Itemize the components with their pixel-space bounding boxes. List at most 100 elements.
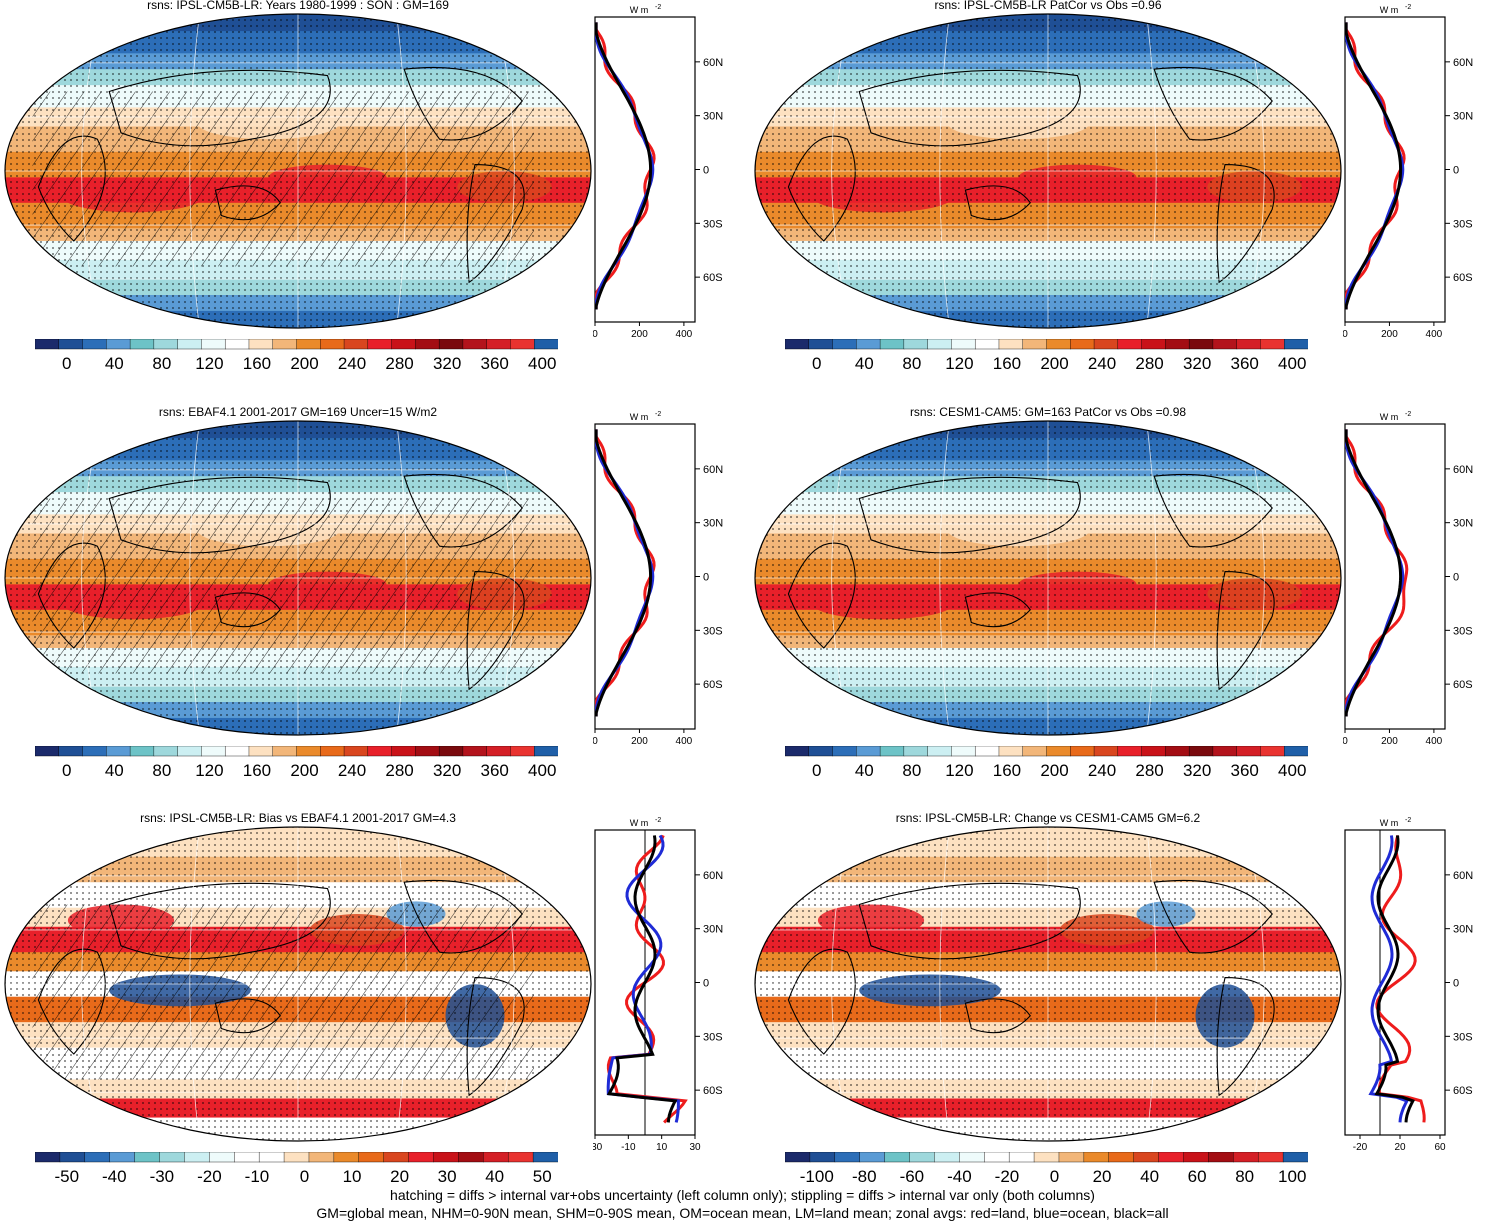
- zonal-lat-label: 60N: [1453, 57, 1473, 69]
- colorbar-tick-label: 320: [1183, 761, 1211, 780]
- colorbar-swatch: [934, 1152, 960, 1163]
- colorbar-swatch: [486, 746, 511, 757]
- colorbar-swatch: [59, 1152, 86, 1163]
- panel-p1: rsns: IPSL-CM5B-LR: Years 1980-1999 : SO…: [0, 0, 735, 380]
- colorbar-tick-label: 0: [62, 761, 71, 780]
- colorbar-swatch: [903, 339, 929, 350]
- colorbar-swatch: [134, 1152, 161, 1163]
- zonal-line-ocean: [606, 834, 680, 1123]
- colorbar-tick-label: 20: [1093, 1167, 1112, 1186]
- colorbar-swatch: [1033, 1152, 1060, 1163]
- zonal-lat-label: 30S: [1453, 625, 1473, 637]
- zonal-lat-label: 0: [703, 978, 709, 990]
- colorbar-swatch: [856, 746, 881, 757]
- colorbar-swatch: [1284, 746, 1308, 757]
- colorbar-tick-label: 240: [338, 354, 366, 373]
- colorbar-swatch: [534, 339, 558, 350]
- colorbar-swatch: [785, 746, 810, 757]
- zonal-lat-label: 30N: [1453, 924, 1473, 936]
- colorbar-swatch: [1260, 746, 1285, 757]
- colorbar-swatch: [1282, 1152, 1308, 1163]
- colorbar-swatch: [532, 1152, 558, 1163]
- colorbar-swatch: [974, 746, 1000, 757]
- colorbar-swatch: [856, 339, 881, 350]
- colorbar-swatch: [998, 746, 1024, 757]
- colorbar-tick-label: 240: [1088, 761, 1116, 780]
- zonal-lat-label: 60S: [703, 272, 723, 284]
- zonal-lat-label: 0: [1453, 165, 1459, 177]
- zonal-unit-exponent: -2: [655, 4, 661, 11]
- panel-p6: rsns: IPSL-CM5B-LR: Change vs CESM1-CAM5…: [750, 811, 1485, 1193]
- colorbar-tick-label: 80: [902, 761, 921, 780]
- colorbar: 0 40 80 120 160 200 240 280 320 360 400: [35, 339, 558, 373]
- colorbar-swatch: [106, 746, 131, 757]
- colorbar-tick-label: 360: [1230, 354, 1258, 373]
- colorbar-swatch: [832, 339, 857, 350]
- colorbar-swatch: [458, 1152, 484, 1163]
- colorbar-swatch: [507, 1152, 534, 1163]
- colorbar-tick-label: 80: [152, 354, 171, 373]
- colorbar-swatch: [832, 746, 857, 757]
- colorbar-tick-label: 240: [338, 761, 366, 780]
- zonal-x-tick-label: 0: [1343, 736, 1348, 745]
- zonal-x-tick-label: 0: [593, 736, 598, 745]
- map-border: [754, 420, 1342, 736]
- zonal-line-all: [595, 429, 653, 717]
- colorbar-swatch: [367, 746, 393, 757]
- colorbar-swatch: [1117, 339, 1143, 350]
- colorbar-swatch: [234, 1152, 260, 1163]
- zonal-line-all: [606, 835, 678, 1123]
- colorbar-swatch: [1188, 339, 1214, 350]
- colorbar-tick-label: 160: [993, 354, 1021, 373]
- colorbar-swatch: [903, 746, 929, 757]
- colorbar-tick-label: 400: [1278, 761, 1306, 780]
- colorbar-swatch: [1212, 746, 1238, 757]
- colorbar-swatch: [320, 746, 345, 757]
- map-plot: [4, 420, 592, 736]
- colorbar-tick-label: -50: [54, 1167, 79, 1186]
- zonal-line-all: [1345, 429, 1403, 717]
- zonal-x-tick-label: 400: [1426, 329, 1443, 338]
- colorbar-swatch: [333, 1152, 360, 1163]
- colorbar-swatch: [785, 1152, 811, 1163]
- colorbar-swatch: [415, 746, 440, 757]
- colorbar-swatch: [1141, 339, 1166, 350]
- zonal-x-tick-label: 400: [1426, 736, 1443, 745]
- colorbar-tick-label: 40: [485, 1167, 504, 1186]
- zonal-lat-label: 30S: [1453, 1031, 1473, 1043]
- colorbar-swatch: [462, 339, 488, 350]
- map-border: [754, 13, 1342, 329]
- zonal-lat-label: 30S: [1453, 218, 1473, 230]
- map-border: [4, 13, 592, 329]
- zonal-x-tick-label: 0: [593, 329, 598, 338]
- zonal-x-tick-label: 400: [676, 736, 693, 745]
- zonal-mean-plot: W m -2 60N 30N 0 30S 60S 0 200 400: [593, 411, 723, 745]
- colorbar-tick-label: 120: [945, 761, 973, 780]
- colorbar-tick-label: -20: [197, 1167, 222, 1186]
- zonal-lat-label: 30S: [703, 218, 723, 230]
- zonal-lat-label: 0: [703, 572, 709, 584]
- colorbar-tick-label: 20: [390, 1167, 409, 1186]
- colorbar-swatch: [415, 339, 440, 350]
- zonal-lat-label: 60S: [1453, 1085, 1473, 1097]
- zonal-lat-label: 60N: [703, 464, 723, 476]
- panel-p5: rsns: IPSL-CM5B-LR: Bias vs EBAF4.1 2001…: [0, 811, 735, 1193]
- colorbar-tick-label: 360: [1230, 761, 1258, 780]
- map-field: [5, 827, 591, 1141]
- colorbar-swatch: [358, 1152, 385, 1163]
- zonal-line-land: [595, 22, 656, 310]
- colorbar-swatch: [383, 1152, 410, 1163]
- colorbar-tick-label: 40: [855, 354, 874, 373]
- colorbar-tick-label: 0: [1050, 1167, 1059, 1186]
- zonal-unit-exponent: -2: [1405, 817, 1411, 824]
- panel-title: rsns: EBAF4.1 2001-2017 GM=169 Uncer=15 …: [158, 405, 438, 419]
- colorbar-tick-label: 200: [290, 761, 318, 780]
- zonal-x-tick-label: 200: [1381, 329, 1398, 338]
- hatching-overlay: [32, 498, 534, 674]
- colorbar-swatch: [1070, 746, 1095, 757]
- colorbar-swatch: [433, 1152, 459, 1163]
- zonal-x-tick-label: 200: [631, 329, 648, 338]
- colorbar-swatch: [974, 339, 1000, 350]
- panel-p4: rsns: CESM1-CAM5: GM=163 PatCor vs Obs =…: [750, 405, 1485, 787]
- colorbar-swatch: [1093, 746, 1119, 757]
